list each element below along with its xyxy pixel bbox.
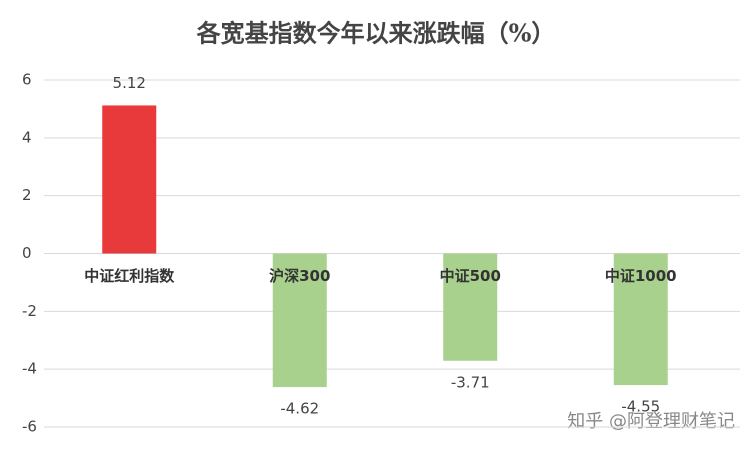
chart-title: 各宽基指数今年以来涨跌幅（%） bbox=[196, 19, 556, 48]
value-label: 5.12 bbox=[113, 74, 146, 92]
y-tick-label: 4 bbox=[22, 128, 32, 146]
value-label: -4.62 bbox=[280, 400, 319, 418]
bar bbox=[443, 253, 498, 361]
x-tick-label: 沪深300 bbox=[269, 267, 330, 285]
y-tick-label: -4 bbox=[22, 360, 37, 378]
bar bbox=[272, 253, 327, 388]
bar bbox=[102, 105, 157, 254]
bar bbox=[613, 253, 668, 386]
y-tick-label: 2 bbox=[22, 186, 32, 204]
x-tick-label: 中证红利指数 bbox=[84, 267, 175, 285]
value-label: -4.55 bbox=[621, 398, 660, 416]
x-tick-label: 中证500 bbox=[440, 267, 501, 285]
y-tick-label: -6 bbox=[22, 418, 37, 436]
y-tick-label: 0 bbox=[22, 244, 32, 262]
y-tick-label: 6 bbox=[22, 71, 32, 89]
x-tick-label: 中证1000 bbox=[605, 267, 677, 285]
y-tick-label: -2 bbox=[22, 302, 37, 320]
value-label: -3.71 bbox=[451, 373, 490, 391]
